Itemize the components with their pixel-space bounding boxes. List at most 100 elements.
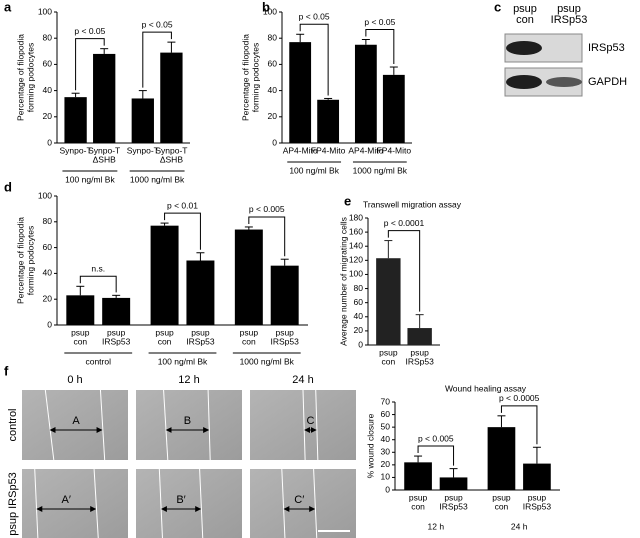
blot-row-label: IRSp53 <box>588 42 625 54</box>
y-axis-label: forming podocytes <box>250 43 260 112</box>
x-tick-label: psup <box>107 327 126 337</box>
x-tick-label: IRSp53 <box>405 356 434 366</box>
bar <box>354 44 377 143</box>
wound-label: B <box>184 415 191 427</box>
bar <box>234 229 263 325</box>
significance-label: p < 0.005 <box>249 204 285 214</box>
significance-label: p < 0.0005 <box>499 393 540 403</box>
y-tick-label: 0 <box>358 339 363 349</box>
blot-band <box>506 41 542 55</box>
panel-letter: d <box>4 179 12 194</box>
y-tick-label: 160 <box>349 226 363 236</box>
significance-label: p < 0.0001 <box>384 218 425 228</box>
x-tick-label: psup <box>409 492 428 502</box>
significance-label: p < 0.05 <box>299 12 330 22</box>
x-tick-label: psup <box>444 492 463 502</box>
y-tick-label: 20 <box>381 459 391 469</box>
wound-edge <box>44 389 55 461</box>
y-tick-label: 60 <box>43 59 53 69</box>
y-tick-label: 60 <box>268 59 278 69</box>
x-tick-label: AP4-Mito <box>348 145 383 155</box>
x-tick-label: Synpo-T <box>60 145 92 155</box>
significance-bracket <box>365 29 395 65</box>
group-label: 100 ng/ml Bk <box>158 356 208 366</box>
significance-label: p < 0.05 <box>142 19 173 29</box>
wound-edge <box>281 468 286 538</box>
bar <box>317 99 340 143</box>
wound-label: C′ <box>294 494 304 506</box>
x-tick-label: con <box>381 356 395 366</box>
bar <box>131 98 154 143</box>
x-tick-label: con <box>158 336 172 346</box>
significance-label: n.s. <box>91 264 105 274</box>
microscopy-image <box>22 390 128 460</box>
significance-label: p < 0.05 <box>74 26 105 36</box>
bar <box>66 295 95 325</box>
microscopy-image <box>136 390 242 460</box>
group-label: 12 h <box>428 521 445 531</box>
blot-column-label: IRSp53 <box>551 14 588 26</box>
y-axis-label: forming podocytes <box>25 43 35 112</box>
x-tick-label: psup <box>155 327 174 337</box>
image-row-label: control <box>7 408 19 441</box>
wound-edge <box>158 468 163 538</box>
wound-edge <box>99 389 106 461</box>
y-tick-label: 0 <box>385 484 390 494</box>
y-tick-label: 80 <box>268 32 278 42</box>
y-tick-label: 20 <box>43 111 53 121</box>
x-tick-label: Synpo-T <box>88 145 120 155</box>
bar <box>523 463 551 490</box>
y-axis-label: Percentage of filopodia <box>240 34 250 121</box>
y-tick-label: 100 <box>38 190 52 200</box>
x-tick-label: psup <box>240 327 259 337</box>
y-tick-label: 20 <box>268 111 278 121</box>
y-tick-label: 10 <box>381 472 391 482</box>
y-tick-label: 80 <box>43 216 53 226</box>
x-tick-label: psup <box>379 347 398 357</box>
panel-letter: f <box>4 363 9 378</box>
y-tick-label: 40 <box>43 268 53 278</box>
x-tick-label: IRSp53 <box>439 501 468 511</box>
y-tick-label: 30 <box>381 447 391 457</box>
panel-letter: b <box>262 0 270 14</box>
x-tick-label: IRSp53 <box>271 336 300 346</box>
y-axis-label: Percentage of filopodia <box>15 217 25 304</box>
x-tick-label: psup <box>275 327 294 337</box>
bar <box>382 74 405 143</box>
y-axis-label: % wound closure <box>365 413 375 478</box>
x-tick-label: con <box>242 336 256 346</box>
group-label: 24 h <box>511 521 528 531</box>
significance-bracket <box>299 23 329 96</box>
group-label: 100 ng/ml Bk <box>289 165 339 175</box>
y-axis-label: Percentage of filopodia <box>15 34 25 121</box>
x-tick-label: ΔSHB <box>160 154 183 164</box>
y-tick-label: 40 <box>268 85 278 95</box>
y-tick-label: 20 <box>43 293 53 303</box>
significance-bracket <box>164 212 201 250</box>
bar <box>289 42 312 143</box>
blot-band <box>506 75 542 89</box>
bar <box>404 462 432 490</box>
significance-bracket <box>248 216 286 257</box>
bar <box>439 477 468 490</box>
y-tick-label: 60 <box>43 242 53 252</box>
wound-edge <box>163 389 169 461</box>
x-tick-label: psup <box>71 327 90 337</box>
y-tick-label: 100 <box>349 269 363 279</box>
wound-edge <box>199 468 204 538</box>
y-tick-label: 70 <box>381 396 391 406</box>
significance-bracket <box>417 445 455 466</box>
group-label: 100 ng/ml Bk <box>65 174 115 184</box>
bar <box>150 225 179 325</box>
wound-label: C <box>306 415 314 427</box>
x-tick-label: IRSp53 <box>523 501 552 511</box>
image-column-label: 12 h <box>178 374 199 386</box>
bar <box>160 52 183 143</box>
blot-row-label: GAPDH <box>588 76 627 88</box>
y-tick-label: 0 <box>47 319 52 329</box>
x-tick-label: AP4-Mito <box>283 145 318 155</box>
x-tick-label: con <box>411 501 425 511</box>
significance-bracket <box>75 38 105 91</box>
wound-edge <box>34 468 39 538</box>
wound-edge <box>315 389 319 461</box>
